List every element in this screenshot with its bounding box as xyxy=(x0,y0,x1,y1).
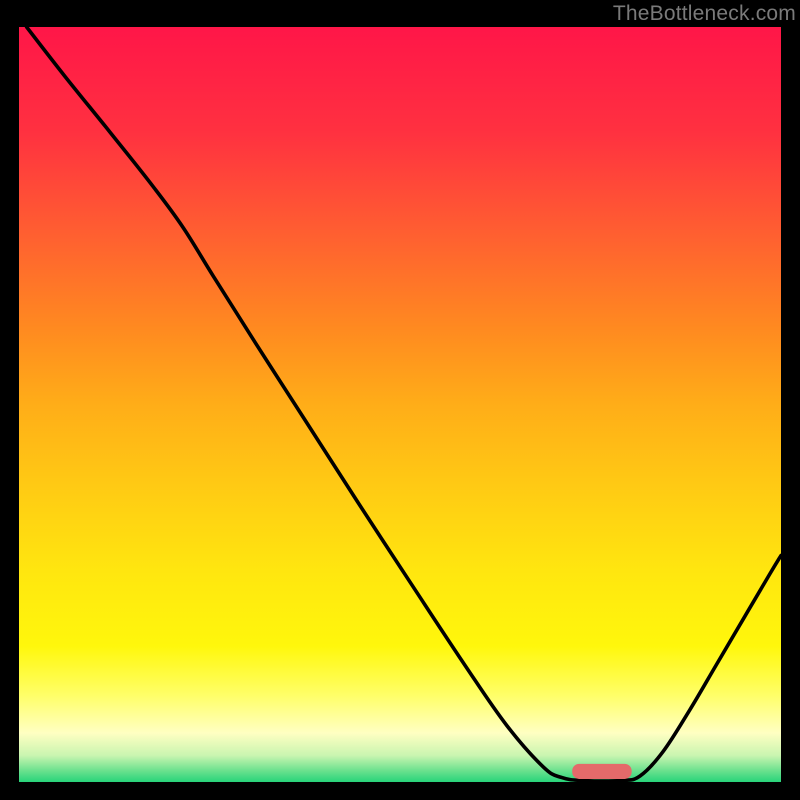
plot-area xyxy=(19,27,781,782)
chart-svg xyxy=(19,27,781,782)
optimal-marker xyxy=(572,764,631,779)
chart-frame: TheBottleneck.com xyxy=(0,0,800,800)
watermark-text: TheBottleneck.com xyxy=(613,2,796,26)
gradient-background xyxy=(19,27,781,782)
